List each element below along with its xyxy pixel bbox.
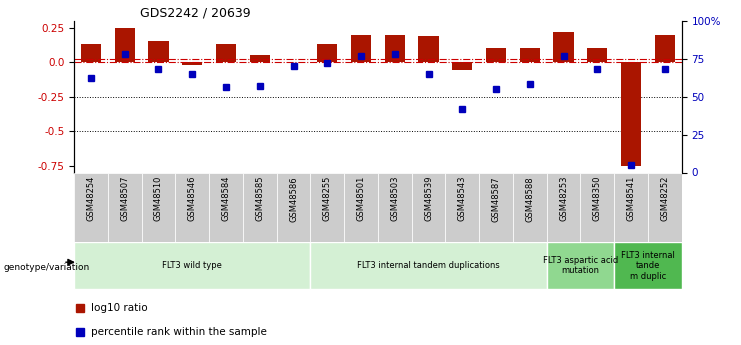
Text: GSM48510: GSM48510	[154, 176, 163, 221]
Bar	[655, 34, 675, 62]
Text: FLT3 aspartic acid
mutation: FLT3 aspartic acid mutation	[543, 256, 618, 275]
Bar	[142, 172, 176, 242]
Bar	[310, 172, 344, 242]
Text: GSM48584: GSM48584	[222, 176, 230, 221]
Bar	[276, 172, 310, 242]
Bar	[182, 62, 202, 65]
Bar	[310, 243, 547, 289]
Text: GSM48255: GSM48255	[323, 176, 332, 221]
Bar	[385, 34, 405, 62]
Text: GSM48252: GSM48252	[660, 176, 669, 221]
Text: GSM48585: GSM48585	[255, 176, 265, 221]
Bar	[351, 34, 371, 62]
Text: FLT3 wild type: FLT3 wild type	[162, 261, 222, 270]
Bar	[419, 36, 439, 62]
Bar	[115, 28, 135, 62]
Text: FLT3 internal
tande
m duplic: FLT3 internal tande m duplic	[621, 251, 675, 280]
Bar	[176, 172, 209, 242]
Bar	[513, 172, 547, 242]
Text: GSM48253: GSM48253	[559, 176, 568, 221]
Text: GSM48541: GSM48541	[627, 176, 636, 221]
Bar	[547, 243, 614, 289]
Bar	[74, 243, 310, 289]
Text: GSM48507: GSM48507	[120, 176, 129, 221]
Text: GSM48587: GSM48587	[491, 176, 501, 221]
Text: GSM48501: GSM48501	[356, 176, 365, 221]
Bar	[250, 55, 270, 62]
Bar	[209, 172, 243, 242]
Bar	[479, 172, 513, 242]
Bar	[547, 172, 580, 242]
Bar	[580, 172, 614, 242]
Bar	[108, 172, 142, 242]
Bar	[74, 172, 108, 242]
Text: genotype/variation: genotype/variation	[4, 263, 90, 272]
Bar	[344, 172, 378, 242]
Bar	[614, 172, 648, 242]
Bar	[554, 32, 574, 62]
Text: log10 ratio: log10 ratio	[91, 303, 147, 313]
Text: GSM48503: GSM48503	[391, 176, 399, 221]
Text: GSM48254: GSM48254	[87, 176, 96, 221]
Bar	[621, 62, 641, 166]
Bar	[648, 172, 682, 242]
Text: GSM48350: GSM48350	[593, 176, 602, 221]
Bar	[243, 172, 276, 242]
Bar	[519, 48, 540, 62]
Title: GDS2242 / 20639: GDS2242 / 20639	[140, 7, 251, 20]
Text: FLT3 internal tandem duplications: FLT3 internal tandem duplications	[357, 261, 500, 270]
Bar	[216, 44, 236, 62]
Bar	[587, 48, 608, 62]
Bar	[378, 172, 412, 242]
Text: GSM48586: GSM48586	[289, 176, 298, 221]
Text: GSM48546: GSM48546	[187, 176, 197, 221]
Text: GSM48543: GSM48543	[458, 176, 467, 221]
Text: percentile rank within the sample: percentile rank within the sample	[91, 327, 267, 337]
Bar	[445, 172, 479, 242]
Bar	[452, 62, 473, 70]
Bar	[148, 41, 169, 62]
Bar	[412, 172, 445, 242]
Bar	[486, 48, 506, 62]
Bar	[614, 243, 682, 289]
Text: GSM48539: GSM48539	[424, 176, 433, 221]
Bar	[81, 44, 101, 62]
Bar	[317, 44, 337, 62]
Text: GSM48588: GSM48588	[525, 176, 534, 221]
